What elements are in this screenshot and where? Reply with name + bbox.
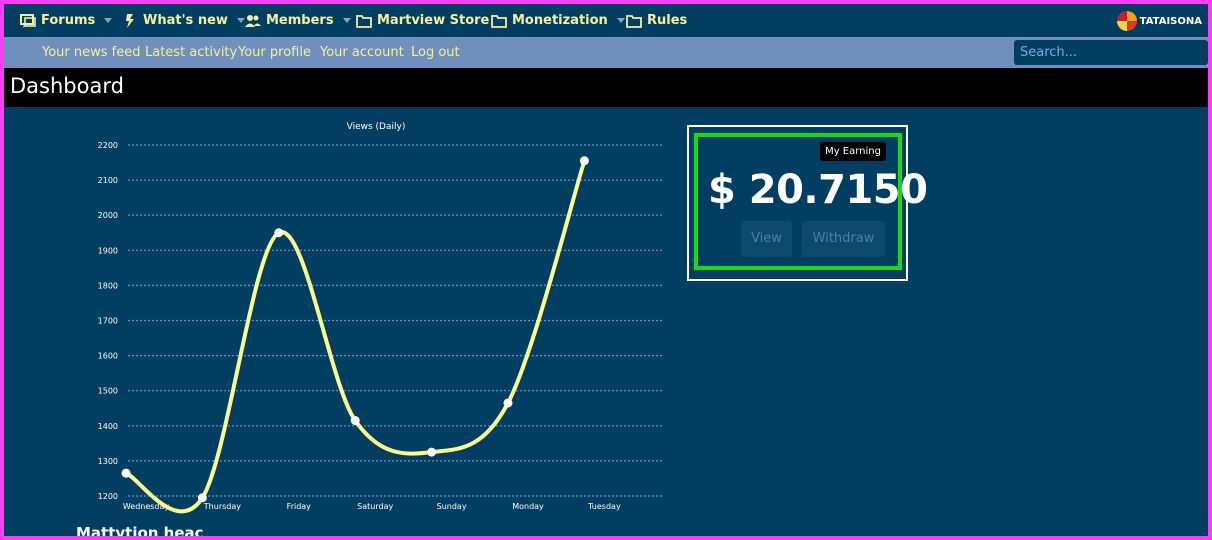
- chevron-down-icon[interactable]: [236, 18, 245, 23]
- nav-rules[interactable]: Rules: [626, 4, 687, 37]
- earning-card-inner: My Earning $ 20.7150 View Withdraw: [694, 133, 928, 270]
- earning-badge: My Earning: [820, 142, 886, 161]
- y-tick-label: 1200: [98, 492, 118, 501]
- x-tick-label: Saturday: [357, 502, 393, 511]
- y-tick-label: 1300: [98, 457, 118, 466]
- y-tick-label: 1400: [98, 422, 118, 431]
- view-button[interactable]: View: [741, 221, 792, 257]
- y-tick-label: 2100: [98, 176, 118, 185]
- page-title: Dashboard: [10, 74, 124, 98]
- y-tick-label: 1800: [98, 281, 118, 290]
- data-point[interactable]: [274, 228, 284, 238]
- y-tick-label: 1700: [98, 317, 118, 326]
- search-input[interactable]: [1014, 40, 1208, 65]
- nav-forums[interactable]: Forums: [20, 4, 113, 37]
- folder-icon: [356, 13, 372, 29]
- data-point[interactable]: [121, 468, 131, 478]
- nav-whats-new-label: What's new: [143, 13, 228, 28]
- brand-logo-icon: [1116, 11, 1137, 31]
- x-tick-label: Thursday: [203, 502, 241, 511]
- views-chart: 1200 1300 1400 1500 1600 1700 1800 1900 2000 2100…: [98, 122, 662, 514]
- y-tick-label: 1900: [98, 246, 118, 255]
- members-icon: [245, 13, 261, 29]
- nav-forums-label: Forums: [41, 13, 96, 28]
- data-point[interactable]: [197, 493, 207, 503]
- app-frame: Forums What's new Members Martview Store: [4, 4, 1208, 536]
- subnav-your-profile[interactable]: Your profile: [238, 45, 311, 60]
- earning-amount: $ 20.7150: [708, 167, 928, 213]
- section-heading-cutoff: Mattvtion heac: [76, 524, 204, 536]
- title-bar: Dashboard: [4, 68, 1208, 107]
- nav-whats-new[interactable]: What's new: [122, 4, 245, 37]
- data-point[interactable]: [350, 416, 360, 426]
- chevron-down-icon[interactable]: [342, 18, 351, 23]
- y-tick-label: 2200: [98, 141, 118, 150]
- forums-icon: [20, 13, 36, 29]
- x-tick-label: Wednesday: [123, 502, 170, 511]
- y-tick-label: 1500: [98, 387, 118, 396]
- chevron-down-icon[interactable]: [104, 18, 113, 23]
- nav-martview-store-label: Martview Store: [377, 13, 490, 28]
- nav-rules-label: Rules: [647, 13, 688, 28]
- chevron-down-icon[interactable]: [616, 18, 625, 23]
- subnav-latest-activity[interactable]: Latest activity: [145, 45, 238, 60]
- x-tick-label: Friday: [287, 502, 312, 511]
- y-tick-label: 2000: [98, 211, 118, 220]
- brand-name: TATAISONA: [1139, 15, 1202, 27]
- data-point[interactable]: [579, 156, 589, 166]
- y-tick-label: 1600: [98, 352, 118, 361]
- subnav-your-account[interactable]: Your account: [320, 45, 404, 60]
- x-tick-label: Sunday: [437, 502, 467, 511]
- sub-navigation: Your news feed Latest activity Your prof…: [4, 37, 1208, 68]
- x-tick-label: Tuesday: [587, 502, 621, 511]
- nav-members-label: Members: [266, 13, 334, 28]
- data-point[interactable]: [427, 447, 437, 457]
- data-point[interactable]: [503, 398, 513, 408]
- earning-card: My Earning $ 20.7150 View Withdraw: [687, 125, 928, 281]
- chart-title: Views (Daily): [347, 122, 406, 132]
- withdraw-button[interactable]: Withdraw: [802, 221, 885, 257]
- folder-icon: [626, 13, 642, 29]
- nav-members[interactable]: Members: [245, 4, 351, 37]
- subnav-log-out[interactable]: Log out: [411, 45, 460, 60]
- lightning-icon: [122, 13, 138, 29]
- nav-martview-store[interactable]: Martview Store: [356, 4, 489, 37]
- nav-monetization[interactable]: Monetization: [491, 4, 625, 37]
- top-navigation: Forums What's new Members Martview Store: [4, 4, 1208, 37]
- x-tick-label: Monday: [512, 502, 544, 511]
- subnav-news-feed[interactable]: Your news feed: [42, 45, 141, 60]
- folder-icon: [491, 13, 507, 29]
- brand-logo[interactable]: TATAISONA: [1116, 10, 1202, 32]
- series-line: [124, 158, 587, 514]
- nav-monetization-label: Monetization: [512, 13, 608, 28]
